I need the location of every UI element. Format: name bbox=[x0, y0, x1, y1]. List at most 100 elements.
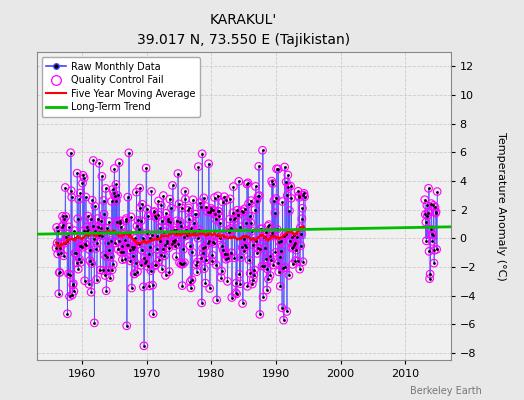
Point bbox=[89, 223, 97, 230]
Point bbox=[244, 180, 252, 186]
Point bbox=[272, 166, 281, 172]
Point bbox=[222, 197, 231, 203]
Point bbox=[423, 202, 431, 208]
Point bbox=[76, 190, 84, 196]
Point bbox=[166, 196, 174, 202]
Point bbox=[213, 232, 222, 238]
Point bbox=[286, 238, 294, 244]
Point bbox=[120, 230, 128, 236]
Point bbox=[257, 226, 265, 232]
Point bbox=[123, 322, 131, 329]
Point bbox=[263, 266, 271, 272]
Point bbox=[290, 241, 298, 248]
Point bbox=[277, 247, 285, 254]
Point bbox=[247, 228, 256, 234]
Point bbox=[110, 165, 118, 172]
Point bbox=[256, 311, 264, 318]
Point bbox=[190, 228, 199, 234]
Point bbox=[59, 252, 68, 259]
Point bbox=[296, 224, 304, 231]
Point bbox=[265, 222, 273, 228]
Point bbox=[432, 246, 441, 252]
Point bbox=[217, 274, 225, 281]
Point bbox=[82, 194, 90, 200]
Point bbox=[85, 281, 93, 288]
Point bbox=[224, 226, 233, 233]
Point bbox=[123, 242, 132, 248]
Point bbox=[65, 224, 73, 230]
Point bbox=[67, 188, 75, 194]
Point bbox=[215, 208, 223, 215]
Point bbox=[219, 199, 227, 205]
Point bbox=[426, 271, 434, 277]
Point bbox=[75, 256, 83, 262]
Point bbox=[230, 216, 238, 222]
Point bbox=[210, 194, 219, 201]
Point bbox=[97, 173, 106, 180]
Point bbox=[289, 261, 297, 268]
Point bbox=[261, 256, 270, 262]
Point bbox=[144, 263, 152, 270]
Point bbox=[223, 278, 232, 284]
Point bbox=[200, 266, 209, 272]
Point bbox=[52, 224, 61, 231]
Point bbox=[76, 190, 84, 196]
Point bbox=[81, 278, 89, 284]
Point bbox=[156, 238, 164, 244]
Point bbox=[174, 241, 183, 248]
Point bbox=[81, 240, 90, 247]
Point bbox=[192, 261, 200, 268]
Point bbox=[204, 240, 212, 246]
Point bbox=[178, 205, 186, 211]
Point bbox=[241, 242, 249, 248]
Point bbox=[424, 209, 432, 216]
Point bbox=[429, 202, 438, 209]
Point bbox=[68, 292, 77, 298]
Point bbox=[144, 213, 152, 219]
Point bbox=[83, 227, 92, 234]
Point bbox=[247, 228, 256, 234]
Point bbox=[224, 255, 232, 262]
Point bbox=[261, 234, 269, 240]
Point bbox=[104, 267, 112, 274]
Point bbox=[275, 238, 283, 245]
Point bbox=[300, 194, 309, 200]
Point bbox=[187, 285, 195, 291]
Point bbox=[108, 186, 117, 193]
Point bbox=[265, 222, 273, 228]
Point bbox=[135, 185, 144, 191]
Point bbox=[160, 253, 169, 259]
Point bbox=[421, 211, 430, 218]
Point bbox=[111, 240, 119, 246]
Point bbox=[288, 245, 296, 251]
Point bbox=[150, 208, 158, 215]
Point bbox=[193, 259, 202, 265]
Point bbox=[300, 194, 309, 200]
Point bbox=[109, 261, 117, 268]
Point bbox=[428, 231, 436, 238]
Point bbox=[151, 262, 160, 268]
Point bbox=[132, 260, 140, 266]
Point bbox=[194, 163, 203, 170]
Point bbox=[86, 216, 95, 222]
Point bbox=[256, 311, 264, 318]
Point bbox=[250, 267, 259, 273]
Point bbox=[220, 194, 228, 200]
Point bbox=[210, 240, 218, 247]
Point bbox=[171, 227, 180, 234]
Point bbox=[122, 217, 130, 224]
Point bbox=[88, 260, 96, 267]
Point bbox=[292, 247, 301, 253]
Point bbox=[161, 242, 169, 248]
Point bbox=[107, 198, 116, 205]
Point bbox=[245, 213, 254, 220]
Point bbox=[238, 300, 247, 307]
Point bbox=[431, 204, 439, 210]
Title: KARAKUL'
39.017 N, 73.550 E (Tajikistan): KARAKUL' 39.017 N, 73.550 E (Tajikistan) bbox=[137, 13, 350, 47]
Point bbox=[103, 225, 112, 231]
Point bbox=[248, 281, 256, 287]
Point bbox=[258, 263, 266, 269]
Point bbox=[118, 256, 127, 263]
Point bbox=[79, 228, 88, 234]
Point bbox=[124, 194, 132, 200]
